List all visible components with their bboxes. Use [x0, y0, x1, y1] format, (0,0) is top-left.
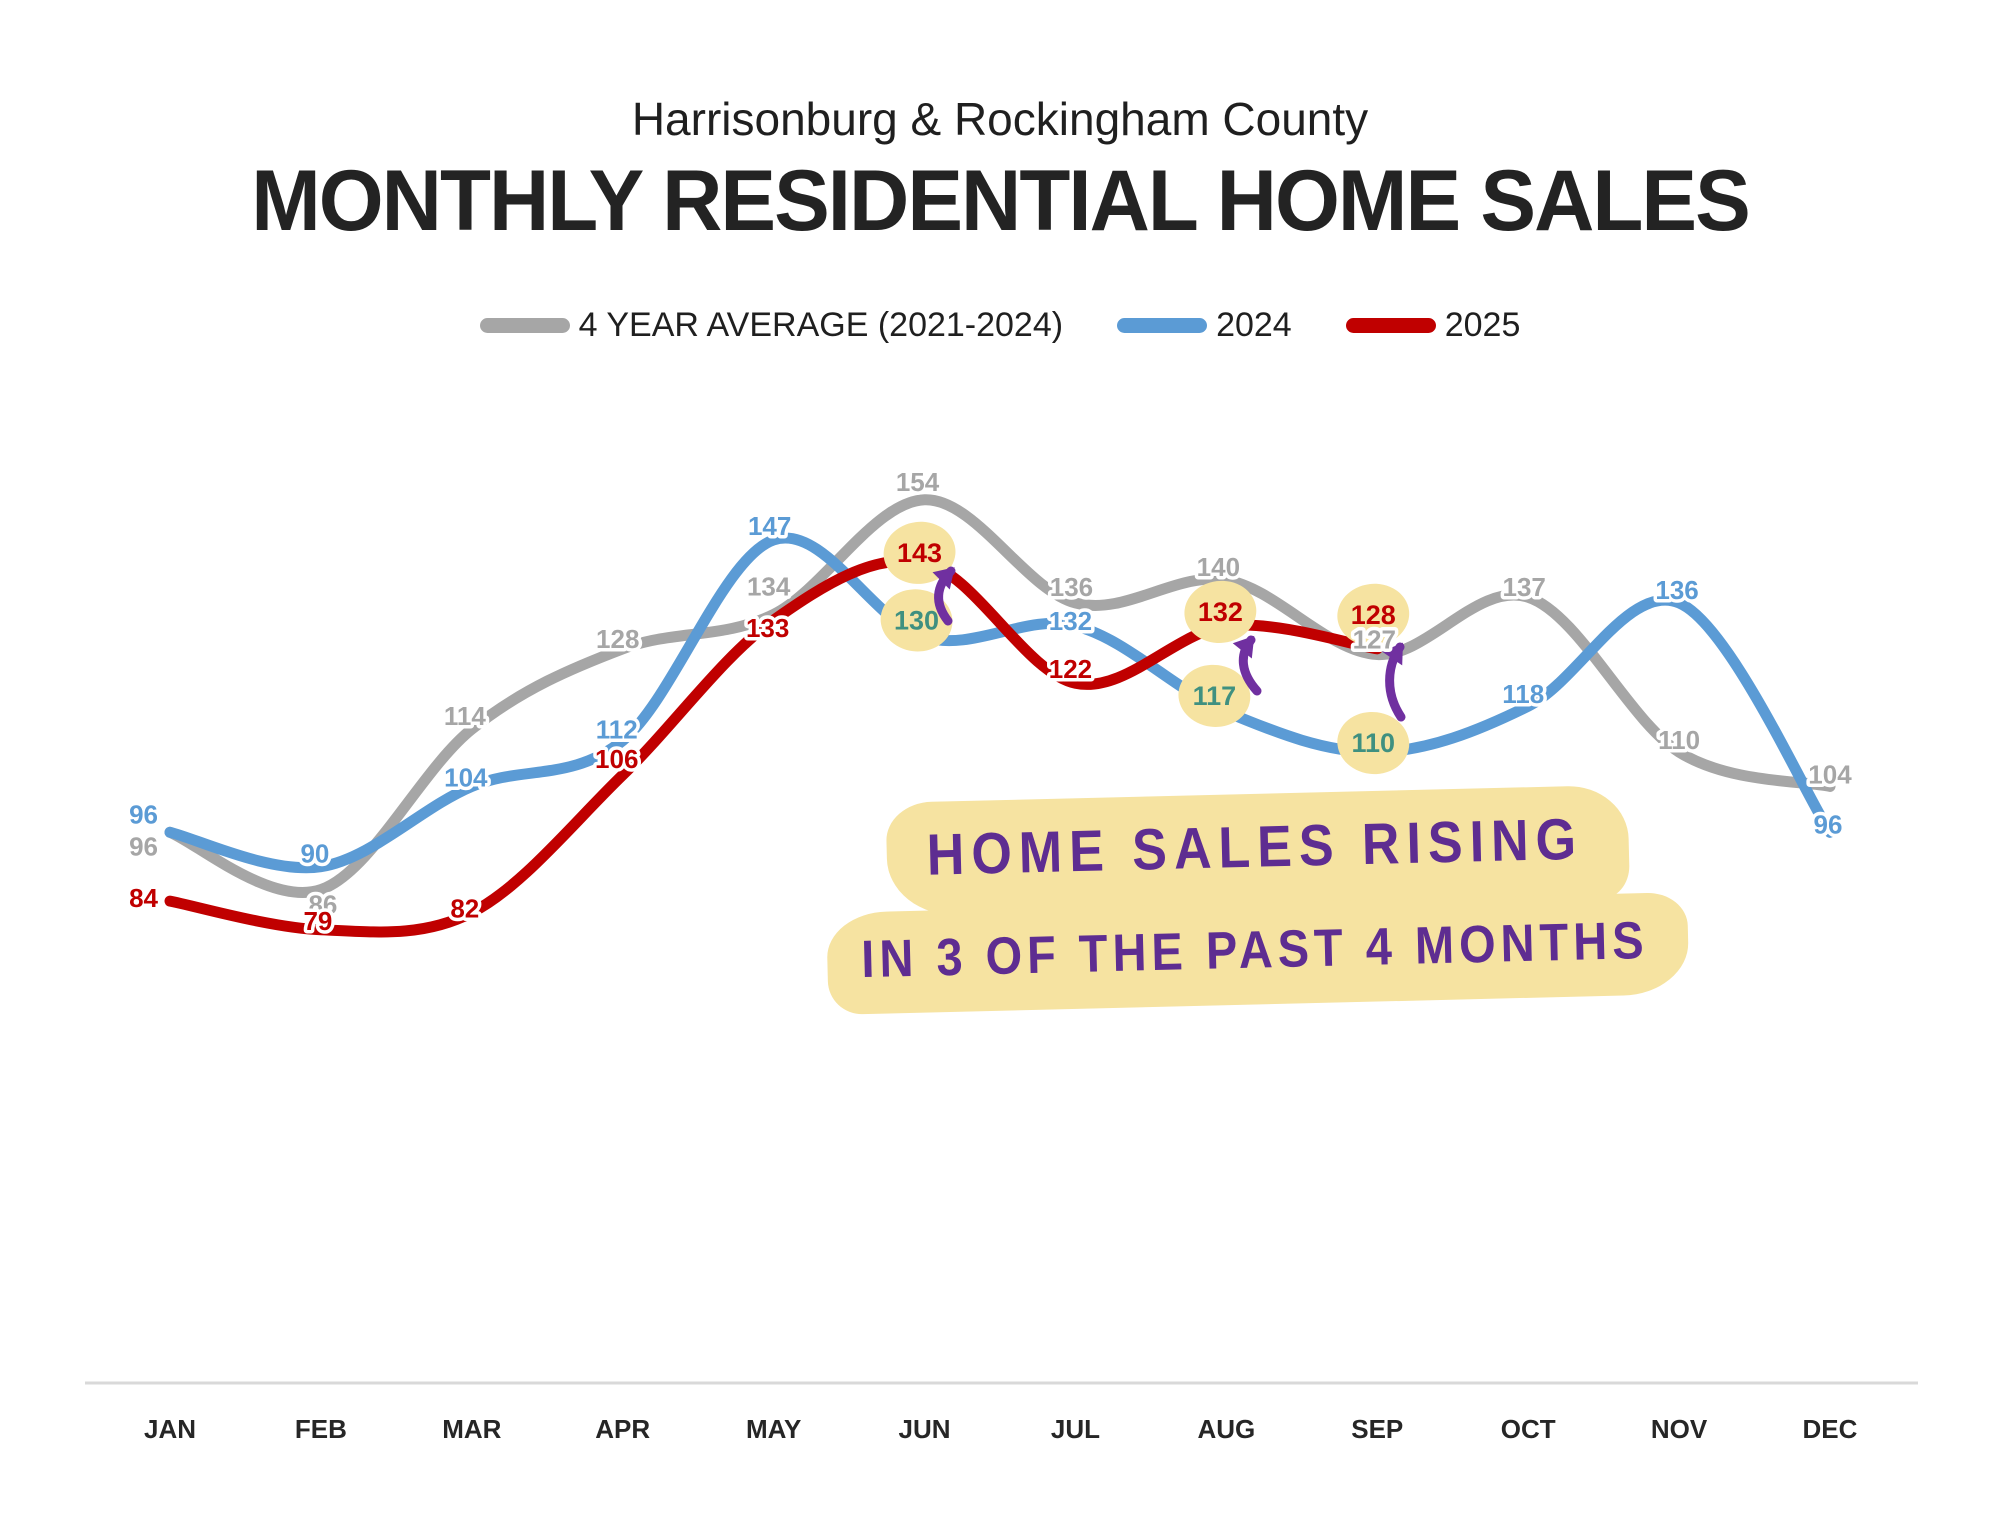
data-label: 134 [747, 571, 791, 601]
month-label-apr: APR [595, 1414, 650, 1444]
data-label: 118 [1502, 679, 1544, 709]
annotation-note: HOME SALES RISING IN 3 OF THE PAST 4 MON… [824, 784, 1690, 1015]
data-label: 114 [444, 701, 486, 731]
data-label: 110 [1658, 725, 1700, 755]
data-label: 106 [595, 744, 638, 774]
increase-arrow-sep [1382, 642, 1406, 722]
data-label: 122 [1049, 654, 1092, 684]
data-label-circled: 117 [1193, 681, 1237, 711]
data-label: 112 [596, 715, 638, 745]
month-label-feb: FEB [295, 1414, 347, 1444]
month-label-jun: JUN [899, 1414, 951, 1444]
data-label: 104 [1808, 759, 1852, 789]
month-label-jul: JUL [1051, 1414, 1100, 1444]
data-label-circled: 132 [1198, 597, 1243, 627]
data-label: 133 [746, 613, 789, 643]
month-label-sep: SEP [1351, 1414, 1403, 1444]
data-label: 84 [129, 883, 158, 913]
month-label-oct: OCT [1501, 1414, 1556, 1444]
data-label: 96 [1814, 809, 1843, 839]
annotation-line2: IN 3 OF THE PAST 4 MONTHS [826, 892, 1690, 1015]
data-label: 127 [1353, 625, 1396, 655]
data-label: 104 [444, 762, 488, 792]
data-label: 137 [1502, 572, 1545, 602]
highlight-circle [1337, 711, 1410, 775]
month-label-dec: DEC [1803, 1414, 1858, 1444]
month-label-mar: MAR [442, 1414, 501, 1444]
highlight-circle [1178, 664, 1251, 727]
increase-arrow-aug [1232, 635, 1262, 696]
data-label: 136 [1050, 572, 1093, 602]
data-label: 132 [1049, 606, 1092, 636]
data-label: 96 [129, 799, 158, 829]
legend-item-2025: 2025 [1345, 306, 1521, 345]
legend-swatch-2025 [1345, 318, 1436, 333]
legend-item-average: 4 YEAR AVERAGE (2021-2024) [479, 306, 1064, 345]
data-label: 82 [450, 894, 479, 924]
highlight-circle [1184, 580, 1257, 643]
month-label-may: MAY [746, 1414, 801, 1444]
data-label: 140 [1197, 552, 1240, 582]
increase-arrow-jun [932, 566, 956, 626]
chart-subtitle: Harrisonburg & Rockingham County [631, 93, 1369, 145]
highlight-circle [880, 589, 953, 652]
legend-swatch-average [479, 318, 570, 333]
series-line-4-year-average-2021-2024- [164, 494, 1836, 898]
legend-item-2024: 2024 [1117, 306, 1292, 345]
legend-label-2024: 2024 [1216, 306, 1292, 344]
month-label-nov: NOV [1651, 1414, 1708, 1444]
data-label: 96 [129, 831, 158, 861]
month-label-aug: AUG [1197, 1414, 1255, 1444]
data-label: 90 [300, 839, 329, 869]
data-label: 79 [303, 906, 332, 936]
series-line-2024 [164, 532, 1836, 874]
data-label: 136 [1655, 575, 1698, 605]
series-line-2025 [164, 555, 1383, 938]
data-label-circled: 143 [897, 538, 942, 568]
data-label: 86 [308, 890, 337, 920]
chart-legend: 4 YEAR AVERAGE (2021-2024) 2024 2025 [0, 306, 2000, 345]
legend-label-average: 4 YEAR AVERAGE (2021-2024) [578, 306, 1064, 344]
legend-label-2025: 2025 [1444, 306, 1521, 344]
data-label: 154 [896, 467, 940, 497]
highlight-circle [1337, 583, 1410, 646]
data-label-circled: 110 [1351, 728, 1395, 758]
page-title: MONTHLY RESIDENTIAL HOME SALES [251, 153, 1751, 249]
data-label-circled: 130 [894, 605, 939, 635]
data-label: 128 [596, 624, 639, 654]
data-label: 147 [748, 511, 791, 541]
legend-swatch-2024 [1117, 318, 1208, 333]
month-label-jan: JAN [144, 1414, 196, 1444]
data-label-circled: 128 [1351, 600, 1396, 630]
